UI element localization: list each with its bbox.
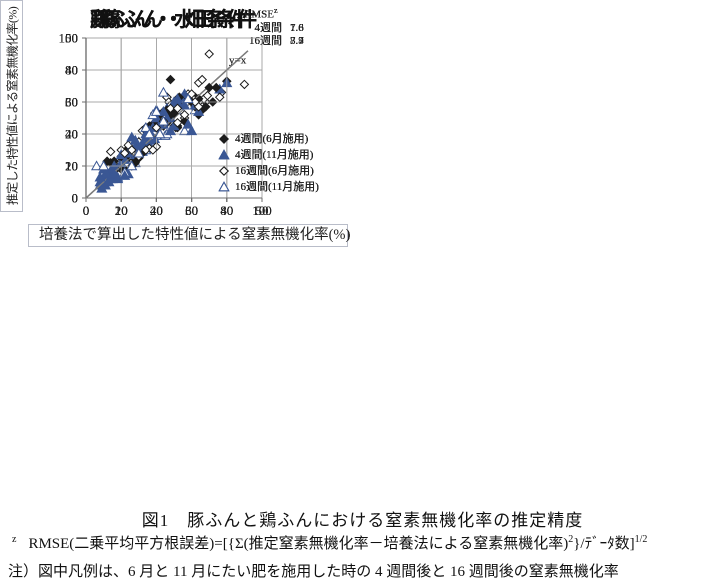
y-axis-label: 推定した特性値による窒素無機化率(%)	[5, 6, 19, 206]
svg-text:0: 0	[83, 203, 90, 218]
legend-marker-open-diamond-icon	[216, 164, 232, 176]
svg-text:20: 20	[115, 203, 128, 218]
svg-text:y=x: y=x	[229, 55, 247, 67]
svg-text:50: 50	[65, 31, 78, 46]
chart-title: 鶏ふん・水田条件	[90, 9, 258, 31]
svg-text:100: 100	[252, 203, 272, 218]
svg-text:50: 50	[65, 31, 78, 46]
legend-item: 4週間(6月施用)	[216, 130, 319, 146]
caption-block: 図1 豚ふんと鶏ふんにおける窒素無機化率の推定精度 z RMSE(二乗平均平方根誤…	[0, 500, 725, 580]
footnote-rmse-formula: z RMSE(二乗平均平方根誤差)=[{Σ(推定窒素無機化率－培養法による窒素無機…	[12, 534, 648, 552]
svg-text:30: 30	[185, 203, 198, 218]
svg-text:30: 30	[65, 95, 78, 110]
svg-text:30: 30	[185, 203, 198, 218]
svg-text:80: 80	[65, 63, 78, 78]
rmse-footnote-mark: z	[273, 6, 278, 15]
x-axis-label-box: 培養法で算出した特性値による窒素無機化率(%)	[28, 224, 351, 247]
rmse-values: 4週間 1.8 16週間 3.7	[249, 21, 304, 47]
legend-marker-filled-triangle-icon	[216, 148, 232, 160]
legend-marker-open-triangle-icon	[216, 180, 232, 192]
svg-text:60: 60	[185, 203, 198, 218]
svg-text:100: 100	[59, 31, 79, 46]
rmse-values: 4週間 1.6 16週間 3.7	[249, 21, 304, 47]
svg-text:10: 10	[65, 159, 78, 174]
svg-text:60: 60	[185, 203, 198, 218]
rmse-annotation: RMSEz 4週間 7.6 16週間 7.9	[240, 4, 304, 48]
svg-text:20: 20	[65, 159, 78, 174]
svg-text:30: 30	[65, 95, 78, 110]
svg-text:0: 0	[83, 203, 90, 218]
plot-legend: 4週間(6月施用) 4週間(11月施用) 16週間(6月施用) 16週間(11月…	[216, 130, 319, 194]
rmse-label: RMSEz	[244, 6, 278, 21]
svg-text:40: 40	[65, 127, 78, 142]
rmse-footnote-mark: z	[273, 6, 278, 15]
rmse-label: RMSEz	[244, 6, 278, 21]
footnote-legend-note: 注）図中凡例は、6 月と 11 月にたい肥を施用した時の 4 週間後と 16 週…	[8, 564, 619, 580]
y-axis-label-box: 推定した特性値による窒素無機化率(%)	[0, 0, 23, 212]
svg-text:10: 10	[65, 159, 78, 174]
chart-title: 鶏ふん・畑条件	[100, 9, 248, 31]
svg-text:20: 20	[65, 127, 78, 142]
svg-text:20: 20	[150, 203, 163, 218]
svg-text:0: 0	[72, 191, 79, 206]
svg-text:60: 60	[65, 95, 78, 110]
svg-text:40: 40	[65, 63, 78, 78]
rmse-label: RMSEz	[244, 6, 278, 21]
rmse-label: RMSEz	[244, 6, 278, 21]
svg-text:40: 40	[220, 203, 233, 218]
svg-text:100: 100	[252, 203, 272, 218]
svg-text:60: 60	[65, 95, 78, 110]
svg-text:80: 80	[65, 63, 78, 78]
svg-text:40: 40	[220, 203, 233, 218]
svg-text:0: 0	[72, 191, 79, 206]
svg-text:20: 20	[115, 203, 128, 218]
rmse-footnote-mark: z	[273, 6, 278, 15]
svg-text:40: 40	[150, 203, 163, 218]
x-axis-label: 培養法で算出した特性値による窒素無機化率(%)	[39, 227, 351, 243]
svg-text:0: 0	[72, 191, 79, 206]
rmse-footnote-mark: z	[273, 6, 278, 15]
svg-text:10: 10	[115, 203, 128, 218]
legend-marker-filled-diamond-icon	[216, 132, 232, 144]
chart-title: 豚ふん・畑条件	[100, 9, 248, 31]
legend-item: 16週間(11月施用)	[216, 178, 319, 194]
svg-text:10: 10	[115, 203, 128, 218]
rmse-annotation: RMSEz 4週間 1.8 16週間 3.7	[240, 4, 304, 48]
figure-caption: 図1 豚ふんと鶏ふんにおける窒素無機化率の推定精度	[141, 511, 584, 530]
svg-text:50: 50	[256, 203, 269, 218]
svg-text:20: 20	[150, 203, 163, 218]
chart-panel-chicken-upland: 推定した特性値による窒素無機化率(%) 鶏ふん・畑条件 RMSEz 4週間 7.6…	[0, 0, 362, 250]
svg-text:20: 20	[65, 127, 78, 142]
svg-text:80: 80	[220, 203, 233, 218]
legend-item: 16週間(6月施用)	[216, 162, 319, 178]
svg-text:0: 0	[83, 203, 90, 218]
svg-text:20: 20	[65, 159, 78, 174]
rmse-annotation: RMSEz 4週間 1.6 16週間 3.7	[240, 4, 304, 48]
svg-text:80: 80	[220, 203, 233, 218]
svg-text:40: 40	[150, 203, 163, 218]
svg-text:40: 40	[65, 63, 78, 78]
svg-text:100: 100	[59, 31, 79, 46]
legend-item: 4週間(11月施用)	[216, 146, 319, 162]
svg-text:40: 40	[65, 127, 78, 142]
svg-text:0: 0	[83, 203, 90, 218]
chart-title: 豚ふん・水田条件	[90, 9, 258, 31]
svg-text:50: 50	[256, 203, 269, 218]
footnote-marker: z	[12, 534, 17, 545]
svg-text:0: 0	[72, 191, 79, 206]
